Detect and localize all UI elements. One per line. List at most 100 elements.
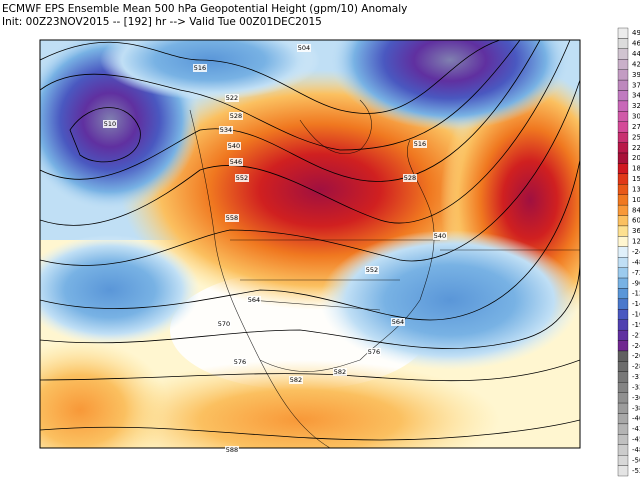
map-frame	[39, 39, 581, 449]
colorbar-label: -240	[632, 342, 640, 350]
contour-label: 540	[228, 142, 240, 150]
colorbar-swatch	[617, 340, 629, 352]
contour-label-bg	[247, 296, 261, 304]
colorbar-swatch	[617, 121, 629, 133]
contour-label-bg	[297, 44, 311, 52]
contour-label-bg	[225, 214, 239, 222]
colorbar-label: -264	[632, 352, 640, 360]
colorbar-swatch	[617, 455, 629, 466]
colorbar: 492 468 444 420 396 372 348 324 300 276 252 228 204 1…	[617, 27, 640, 477]
colorbar-swatch	[617, 423, 629, 435]
contour-label: 564	[392, 318, 404, 326]
colorbar-swatch	[617, 309, 629, 320]
contour-label-bg	[433, 232, 447, 240]
contour-label-bg	[367, 348, 381, 356]
colorbar-label: 348	[632, 92, 640, 100]
colorbar-label: -504	[632, 456, 640, 464]
colorbar-swatch	[617, 434, 629, 445]
contour-label: 570	[218, 320, 230, 328]
colorbar-label: -384	[632, 404, 640, 412]
colorbar-swatch	[617, 59, 629, 70]
colorbar-swatch	[617, 382, 629, 393]
colorbar-swatch	[617, 246, 629, 258]
contour-label-bg	[413, 140, 427, 148]
colorbar-swatch	[617, 27, 629, 39]
contour-label: 546	[230, 158, 242, 166]
contour-label: 504	[298, 44, 310, 52]
contour-label-bg	[233, 358, 247, 366]
contour-label-bg	[391, 318, 405, 326]
contour-label-bg	[193, 64, 207, 72]
title-line: ECMWF EPS Ensemble Mean 500 hPa Geopoten…	[2, 3, 407, 15]
contour-label-bg	[403, 174, 417, 182]
colorbar-label: -432	[632, 425, 640, 433]
contour-label-bg	[219, 126, 233, 134]
colorbar-swatch	[617, 142, 629, 154]
colorbar-label: 36	[632, 227, 640, 235]
colorbar-swatch	[617, 257, 629, 268]
colorbar-label: 156	[632, 175, 640, 183]
colorbar-label: 276	[632, 123, 640, 131]
colorbar-label: 108	[632, 196, 640, 204]
colorbar-label: -312	[632, 373, 640, 381]
contour-label-bg	[103, 120, 117, 128]
colorbar-swatch	[617, 194, 629, 206]
contour-label-bg	[217, 320, 231, 328]
colorbar-swatch	[617, 100, 629, 112]
colorbar-label: -72	[632, 269, 640, 277]
colorbar-label: 180	[632, 165, 640, 173]
contour-label-bg	[225, 446, 239, 454]
map-area	[40, 40, 580, 448]
colorbar-label: -408	[632, 415, 640, 423]
colorbar-swatch	[617, 319, 629, 331]
colorbar-label: -528	[632, 467, 640, 475]
colorbar-label: -336	[632, 383, 640, 391]
colorbar-label: -120	[632, 290, 640, 298]
colorbar-swatch	[617, 298, 629, 310]
colorbar-swatch	[617, 152, 629, 164]
contour-label: 516	[414, 140, 426, 148]
colorbar-swatch	[617, 132, 629, 143]
colorbar-label: -192	[632, 321, 640, 329]
colorbar-swatch	[617, 225, 629, 237]
colorbar-label: 132	[632, 185, 640, 193]
colorbar-label: 324	[632, 102, 640, 110]
colorbar-swatch	[617, 402, 629, 414]
colorbar-swatch	[617, 413, 629, 425]
colorbar-label: 12	[632, 238, 640, 246]
subtitle-line: Init: 00Z23NOV2015 -- [192] hr --> Valid…	[2, 16, 322, 28]
contour-labels: 510 516 522 528 534 540 546 552 558 564 570 576 582 5…	[103, 44, 447, 454]
colorbar-label: 396	[632, 71, 640, 79]
colorbar-label: -456	[632, 436, 640, 444]
colorbar-label: 300	[632, 113, 640, 121]
contour-label: 588	[226, 446, 238, 454]
height-contours	[40, 40, 580, 441]
contour-label: 582	[290, 376, 302, 384]
colorbar-label: -288	[632, 363, 640, 371]
contour-label-bg	[225, 94, 239, 102]
colorbar-swatch	[617, 48, 629, 60]
contour-label: 528	[230, 112, 242, 120]
contour-label: 576	[368, 348, 380, 356]
colorbar-label: -480	[632, 446, 640, 454]
colorbar-swatch	[617, 465, 629, 477]
colorbar-swatch	[617, 38, 629, 49]
colorbar-label: -48	[632, 258, 640, 266]
contour-label: 540	[434, 232, 446, 240]
colorbar-label: -144	[632, 300, 640, 308]
colorbar-swatch	[617, 277, 629, 289]
colorbar-label: 420	[632, 60, 640, 68]
colorbar-label: -96	[632, 279, 640, 287]
colorbar-swatch	[617, 361, 629, 372]
colorbar-swatch	[617, 392, 629, 404]
colorbar-swatch	[617, 350, 629, 362]
colorbar-label: 492	[632, 29, 640, 37]
contour-label: 528	[404, 174, 416, 182]
contour-label-bg	[289, 376, 303, 384]
colorbar-label: 204	[632, 154, 640, 162]
colorbar-swatch	[617, 90, 629, 102]
colorbar-label: -168	[632, 311, 640, 319]
colorbar-label: 444	[632, 50, 640, 58]
contour-label: 552	[366, 266, 378, 274]
